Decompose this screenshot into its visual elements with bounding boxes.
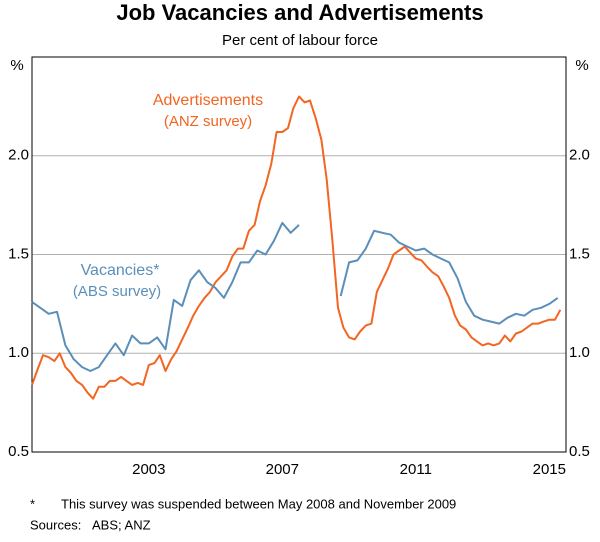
annotation: Advertisements [153,92,263,109]
x-tick-label: 2007 [266,461,299,478]
footnote: This survey was suspended between May 20… [61,496,456,511]
x-tick-label: 2011 [400,461,432,478]
sources: ABS; ANZ [92,517,151,532]
y2-unit: % [575,57,588,74]
y-tick-label: 2.0 [8,147,29,164]
annotation: Vacancies* [81,262,160,279]
series-line [31,221,300,372]
x-tick-label: 2015 [533,461,566,478]
plot-frame [31,56,567,453]
y2-tick-label: 0.5 [569,443,590,460]
series-line [339,229,559,325]
y-tick-label: 1.5 [8,245,29,262]
chart-subtitle: Per cent of labour force [222,32,378,49]
annotation: (ABS survey) [73,283,161,300]
chart-title: Job Vacancies and Advertisements [116,0,483,25]
series-line [31,95,562,400]
y-tick-label: 0.5 [8,443,29,460]
y-tick-label: 1.0 [8,344,29,361]
y2-tick-label: 2.0 [569,147,590,164]
x-tick-label: 2003 [132,461,165,478]
y2-tick-label: 1.0 [569,344,590,361]
sources-label: Sources: [30,517,81,532]
y-unit: % [10,57,23,74]
annotation: (ANZ survey) [164,113,252,130]
footnote-marker: * [30,496,35,511]
y2-tick-label: 1.5 [569,245,590,262]
